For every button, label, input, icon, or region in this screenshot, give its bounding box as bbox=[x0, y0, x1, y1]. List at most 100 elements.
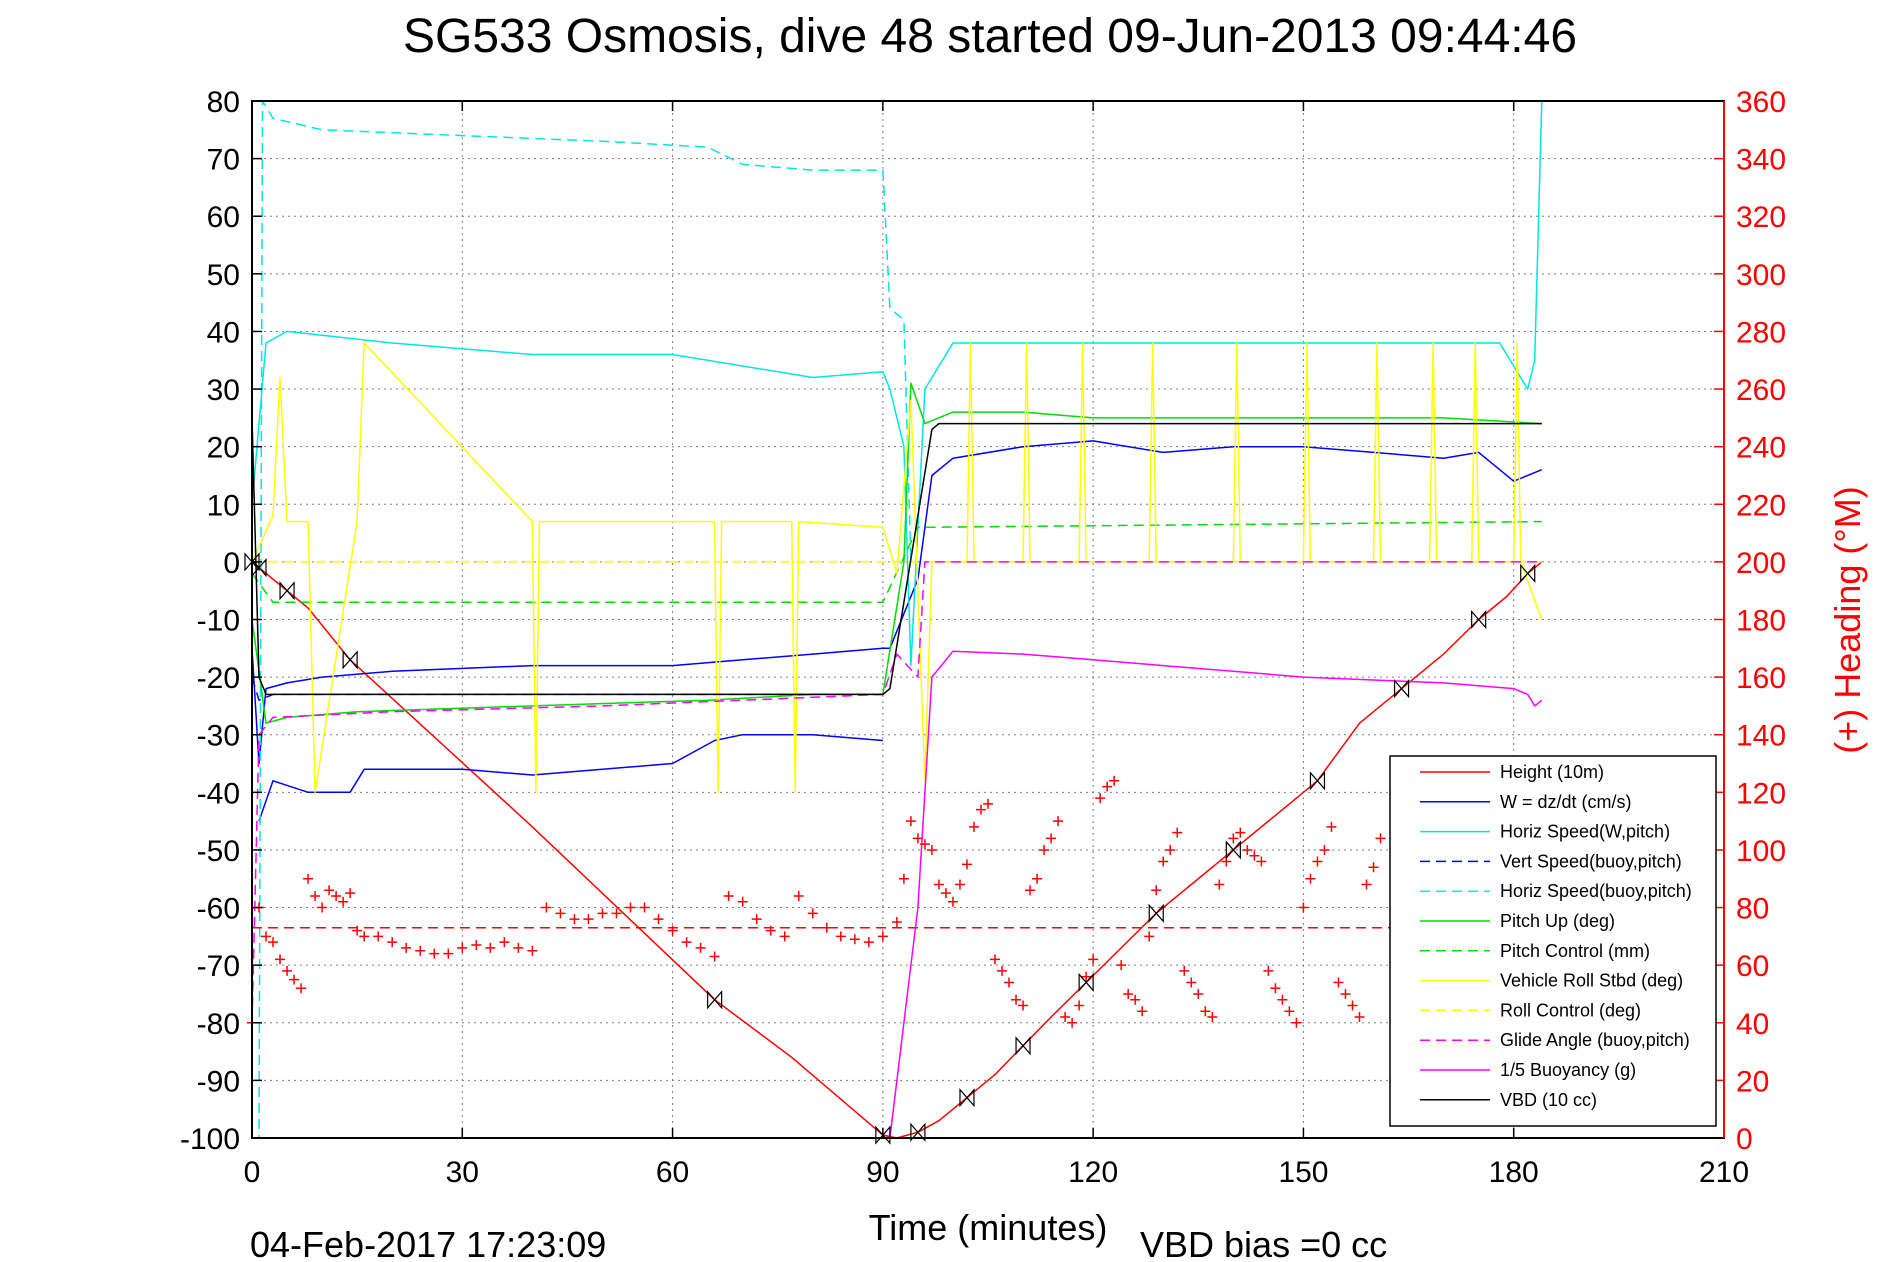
axis-ticks: 0 30 60 90 120 150 180 210-100-90-80-70-60-50-4… bbox=[180, 86, 1786, 1189]
heading-point bbox=[1200, 1006, 1211, 1017]
height-marker bbox=[1393, 679, 1410, 699]
heading-point bbox=[1074, 1000, 1085, 1011]
heading-point bbox=[933, 879, 944, 890]
x-tick-label: 210 bbox=[1699, 1156, 1749, 1189]
heading-point bbox=[597, 908, 608, 919]
heading-point bbox=[373, 931, 384, 942]
heading-point bbox=[1193, 988, 1204, 999]
height-marker bbox=[1471, 609, 1487, 630]
heading-point bbox=[891, 916, 902, 927]
heading-point bbox=[555, 908, 566, 919]
heading-point bbox=[1004, 977, 1015, 988]
heading-point bbox=[1053, 816, 1064, 827]
y-right-tick-label: 80 bbox=[1736, 893, 1769, 926]
x-tick-label: 150 bbox=[1278, 1156, 1328, 1189]
y-left-tick-label: 40 bbox=[207, 316, 240, 349]
series-line-pitch-control-mm bbox=[251, 520, 1542, 603]
heading-point bbox=[443, 948, 454, 959]
y-right-tick-label: 220 bbox=[1736, 489, 1786, 522]
heading-point bbox=[282, 965, 293, 976]
heading-point bbox=[1305, 873, 1316, 884]
chart-title: SG533 Osmosis, dive 48 started 09-Jun-20… bbox=[403, 10, 1577, 63]
heading-point bbox=[429, 948, 440, 959]
heading-point bbox=[415, 945, 426, 956]
y-right-tick-label: 0 bbox=[1736, 1123, 1753, 1156]
heading-point bbox=[653, 914, 664, 925]
heading-point bbox=[1144, 931, 1155, 942]
y-right-tick-label: 300 bbox=[1736, 259, 1786, 292]
y-left-tick-label: -100 bbox=[180, 1123, 240, 1156]
height-marker bbox=[1225, 840, 1241, 860]
legend-label-pitch-control-mm: Pitch Control (mm) bbox=[1500, 941, 1650, 961]
legend-label-glide-angle-buoy-pitch: Glide Angle (buoy,pitch) bbox=[1500, 1030, 1690, 1050]
heading-point bbox=[1347, 1000, 1358, 1011]
x-axis-label: Time (minutes) bbox=[869, 1207, 1108, 1248]
heading-point bbox=[1319, 844, 1330, 855]
series-line-horiz-speed-buoy-pitch bbox=[252, 100, 912, 1139]
y-right-tick-label: 100 bbox=[1736, 835, 1786, 868]
height-marker bbox=[959, 1088, 975, 1108]
heading-point bbox=[1298, 902, 1309, 913]
heading-point bbox=[681, 937, 692, 948]
y-left-tick-label: -40 bbox=[197, 777, 240, 810]
heading-point bbox=[331, 891, 342, 902]
heading-point bbox=[1284, 1006, 1295, 1017]
heading-point bbox=[1340, 988, 1351, 999]
heading-point bbox=[499, 937, 510, 948]
heading-point bbox=[1102, 781, 1113, 792]
x-tick-label: 30 bbox=[446, 1156, 479, 1189]
heading-point bbox=[569, 914, 580, 925]
legend-label-vehicle-roll-stbd-deg: Vehicle Roll Stbd (deg) bbox=[1500, 971, 1683, 991]
heading-point bbox=[926, 844, 937, 855]
heading-point bbox=[1270, 983, 1281, 994]
x-tick-label: 0 bbox=[244, 1156, 261, 1189]
y-left-tick-label: -70 bbox=[197, 950, 240, 983]
heading-point bbox=[954, 879, 965, 890]
heading-point bbox=[905, 816, 916, 827]
y-right-tick-label: 260 bbox=[1736, 374, 1786, 407]
heading-point bbox=[779, 931, 790, 942]
heading-point bbox=[1228, 833, 1239, 844]
heading-point bbox=[1032, 873, 1043, 884]
x-tick-label: 120 bbox=[1068, 1156, 1118, 1189]
heading-point bbox=[821, 922, 832, 933]
legend-label-vert-speed-buoy-pitch: Vert Speed(buoy,pitch) bbox=[1500, 851, 1682, 871]
height-marker bbox=[910, 1122, 926, 1142]
heading-point bbox=[296, 983, 307, 994]
heading-point bbox=[912, 833, 923, 844]
height-marker bbox=[1078, 972, 1094, 993]
heading-point bbox=[751, 914, 762, 925]
heading-point bbox=[324, 885, 335, 896]
right-axis-label: (+) Heading (°M) bbox=[1827, 486, 1868, 753]
y-left-tick-label: -10 bbox=[197, 605, 240, 638]
y-left-tick-label: 80 bbox=[207, 86, 240, 119]
heading-point bbox=[961, 859, 972, 870]
heading-point bbox=[667, 925, 678, 936]
heading-point bbox=[457, 942, 468, 953]
heading-point bbox=[1333, 977, 1344, 988]
heading-point bbox=[1263, 965, 1274, 976]
heading-point bbox=[1186, 977, 1197, 988]
heading-point bbox=[1039, 844, 1050, 855]
y-right-tick-label: 20 bbox=[1736, 1065, 1769, 1098]
heading-point bbox=[1312, 856, 1323, 867]
heading-point bbox=[849, 934, 860, 945]
y-right-tick-label: 360 bbox=[1736, 86, 1786, 119]
heading-point bbox=[835, 931, 846, 942]
legend-label-horiz-speed-buoy-pitch: Horiz Speed(buoy,pitch) bbox=[1500, 881, 1692, 901]
y-left-tick-label: -60 bbox=[197, 893, 240, 926]
y-right-tick-label: 40 bbox=[1736, 1008, 1769, 1041]
y-right-tick-label: 280 bbox=[1736, 316, 1786, 349]
heading-point bbox=[317, 902, 328, 913]
heading-point bbox=[275, 954, 286, 965]
y-right-tick-label: 240 bbox=[1736, 432, 1786, 465]
heading-point bbox=[527, 945, 538, 956]
heading-point bbox=[1368, 862, 1379, 873]
heading-point bbox=[1214, 879, 1225, 890]
plot-series bbox=[244, 100, 1543, 1145]
y-right-tick-label: 140 bbox=[1736, 720, 1786, 753]
heading-point bbox=[338, 896, 349, 907]
y-right-tick-label: 60 bbox=[1736, 950, 1769, 983]
heading-point bbox=[1151, 885, 1162, 896]
